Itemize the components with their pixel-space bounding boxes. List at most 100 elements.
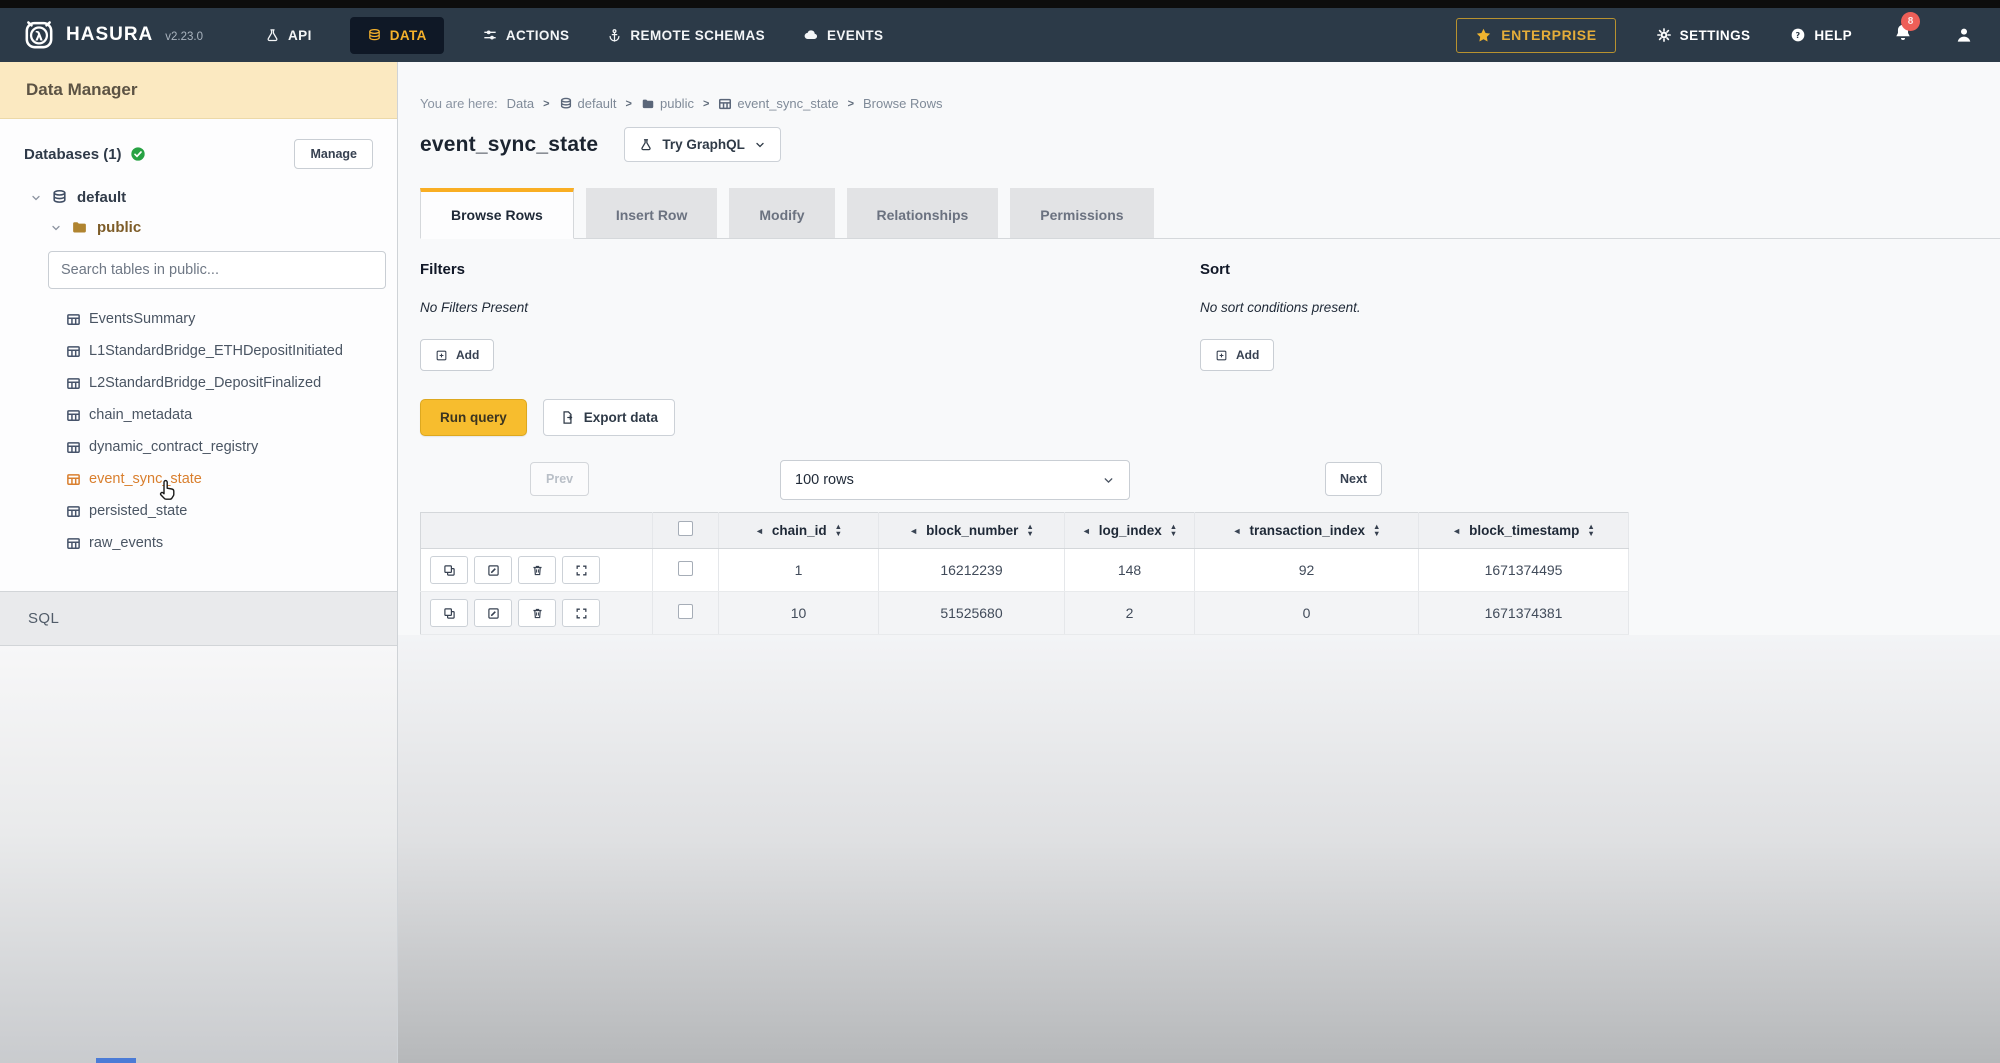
- tab-browse-rows[interactable]: Browse Rows: [420, 188, 574, 239]
- row-checkbox[interactable]: [678, 604, 693, 619]
- nav-item-data[interactable]: DATA: [349, 16, 444, 54]
- table-list-item-active[interactable]: event_sync_state: [0, 463, 397, 495]
- schema-name: public: [97, 219, 142, 236]
- user-menu-button[interactable]: [1954, 25, 1974, 45]
- column-header-block-number[interactable]: ◄ block_number ▲ ▼: [878, 512, 1065, 549]
- breadcrumb: You are here: Data > default > public >: [420, 96, 2000, 111]
- page-size-select[interactable]: 100 rows: [780, 460, 1130, 500]
- version-label: v2.23.0: [165, 30, 204, 43]
- sort-section: Sort No sort conditions present. Add: [1200, 261, 1361, 371]
- database-icon: [53, 189, 66, 203]
- svg-text:?: ?: [1796, 31, 1801, 40]
- clone-row-button[interactable]: [430, 556, 468, 584]
- collapse-column-icon[interactable]: ◄: [1452, 525, 1462, 536]
- expand-row-button[interactable]: [562, 599, 600, 627]
- table-grid-icon: [66, 312, 81, 327]
- breadcrumb-item-data[interactable]: Data: [506, 96, 535, 111]
- nav-item-api[interactable]: API: [265, 28, 312, 43]
- collapse-column-icon[interactable]: ◄: [754, 525, 764, 536]
- table-list-item[interactable]: chain_metadata: [0, 399, 397, 431]
- manage-button[interactable]: Manage: [294, 139, 373, 169]
- collapse-column-icon[interactable]: ◄: [909, 525, 919, 536]
- select-all-checkbox[interactable]: [678, 520, 693, 536]
- prev-page-button[interactable]: Prev: [530, 462, 590, 496]
- notifications-button[interactable]: 8: [1892, 11, 1920, 49]
- enterprise-button[interactable]: ENTERPRISE: [1456, 17, 1616, 53]
- sidebar-section-sql[interactable]: SQL: [0, 591, 397, 646]
- tab-modify[interactable]: Modify: [729, 188, 835, 238]
- table-name: dynamic_contract_registry: [89, 439, 259, 455]
- table-name: EventsSummary: [89, 311, 196, 327]
- cell-chain-id: 1: [718, 548, 879, 592]
- add-sort-button[interactable]: Add: [1200, 339, 1275, 371]
- table-list-item[interactable]: EventsSummary: [0, 303, 397, 335]
- next-page-button[interactable]: Next: [1325, 462, 1383, 496]
- cell-log-index: 148: [1064, 548, 1195, 592]
- expand-icon: [576, 565, 586, 575]
- tab-insert-row[interactable]: Insert Row: [585, 188, 718, 238]
- table-list-item[interactable]: L2StandardBridge_DepositFinalized: [0, 367, 397, 399]
- hasura-logo[interactable]: λ HASURA v2.23.0: [22, 18, 203, 52]
- table-grid-icon: [66, 536, 81, 551]
- column-header-chain-id[interactable]: ◄ chain_id ▲ ▼: [718, 512, 879, 549]
- row-actions-cell: [420, 548, 653, 592]
- sort-arrows-icon[interactable]: ▲ ▼: [1373, 522, 1381, 538]
- clone-row-button[interactable]: [430, 599, 468, 627]
- table-name: event_sync_state: [89, 471, 202, 487]
- column-header-block-timestamp[interactable]: ◄ block_timestamp ▲ ▼: [1418, 512, 1629, 549]
- tree-node-public-schema[interactable]: public: [50, 219, 397, 236]
- cell-block-number: 16212239: [878, 548, 1065, 592]
- nav-item-remote-schemas[interactable]: REMOTE SCHEMAS: [607, 28, 765, 43]
- delete-row-button[interactable]: [518, 556, 556, 584]
- folder-icon: [641, 97, 655, 111]
- help-button[interactable]: ? HELP: [1790, 27, 1852, 43]
- database-name: default: [77, 189, 127, 206]
- sidebar-filler: [0, 646, 397, 1063]
- sort-arrows-icon[interactable]: ▲ ▼: [1026, 522, 1034, 538]
- hasura-logo-icon: λ: [25, 21, 53, 49]
- column-header-log-index[interactable]: ◄ log_index ▲ ▼: [1064, 512, 1195, 549]
- sort-arrows-icon[interactable]: ▲ ▼: [1169, 522, 1178, 538]
- breadcrumb-item-default[interactable]: default: [559, 96, 617, 111]
- row-checkbox[interactable]: [678, 561, 693, 576]
- add-filter-button[interactable]: Add: [420, 339, 495, 371]
- run-query-button[interactable]: Run query: [420, 399, 527, 436]
- table-header-row: ◄ chain_id ▲ ▼ ◄ block_number ▲ ▼ ◄ log_index ▲ ▼…: [420, 512, 1629, 549]
- try-graphql-button[interactable]: Try GraphQL: [624, 127, 781, 162]
- nav-item-events[interactable]: EVENTS: [803, 27, 883, 43]
- edit-row-button[interactable]: [474, 556, 512, 584]
- breadcrumb-item-public[interactable]: public: [641, 96, 694, 111]
- table-list-item[interactable]: raw_events: [0, 527, 397, 559]
- cloud-icon: [804, 30, 818, 40]
- delete-row-button[interactable]: [518, 599, 556, 627]
- export-data-button[interactable]: Export data: [542, 399, 676, 436]
- table-list-item[interactable]: L1StandardBridge_ETHDepositInitiated: [0, 335, 397, 367]
- tab-relationships[interactable]: Relationships: [846, 188, 999, 238]
- sort-arrows-icon[interactable]: ▲ ▼: [834, 522, 843, 538]
- clone-icon: [443, 607, 455, 619]
- tree-node-default-db[interactable]: default: [30, 189, 397, 206]
- sort-arrows-icon[interactable]: ▲ ▼: [1587, 522, 1595, 538]
- edit-row-button[interactable]: [474, 599, 512, 627]
- try-graphql-label: Try GraphQL: [662, 137, 745, 152]
- settings-button[interactable]: SETTINGS: [1656, 27, 1751, 43]
- breadcrumb-separator: >: [702, 97, 710, 110]
- expand-row-button[interactable]: [562, 556, 600, 584]
- table-list-item[interactable]: persisted_state: [0, 495, 397, 527]
- databases-row: Databases (1) Manage: [0, 119, 397, 173]
- nav-item-actions[interactable]: ACTIONS: [482, 27, 570, 43]
- search-tables-input[interactable]: [48, 251, 386, 289]
- tab-permissions[interactable]: Permissions: [1010, 188, 1154, 238]
- table-grid-icon: [718, 97, 732, 111]
- tables-list: EventsSummary L1StandardBridge_ETHDeposi…: [0, 303, 397, 559]
- collapse-column-icon[interactable]: ◄: [1232, 525, 1242, 536]
- table-list-item[interactable]: dynamic_contract_registry: [0, 431, 397, 463]
- collapse-column-icon[interactable]: ◄: [1081, 525, 1091, 536]
- cell-chain-id: 10: [718, 591, 879, 635]
- breadcrumb-item-table[interactable]: event_sync_state: [718, 96, 839, 111]
- brand-name: HASURA: [66, 24, 154, 45]
- table-grid-icon: [66, 408, 81, 423]
- column-header-transaction-index[interactable]: ◄ transaction_index ▲ ▼: [1194, 512, 1419, 549]
- nav-label: EVENTS: [827, 27, 884, 43]
- anchor-icon: [609, 28, 620, 42]
